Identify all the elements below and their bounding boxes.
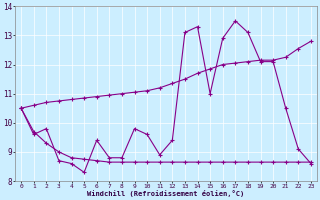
X-axis label: Windchill (Refroidissement éolien,°C): Windchill (Refroidissement éolien,°C) bbox=[87, 190, 244, 197]
